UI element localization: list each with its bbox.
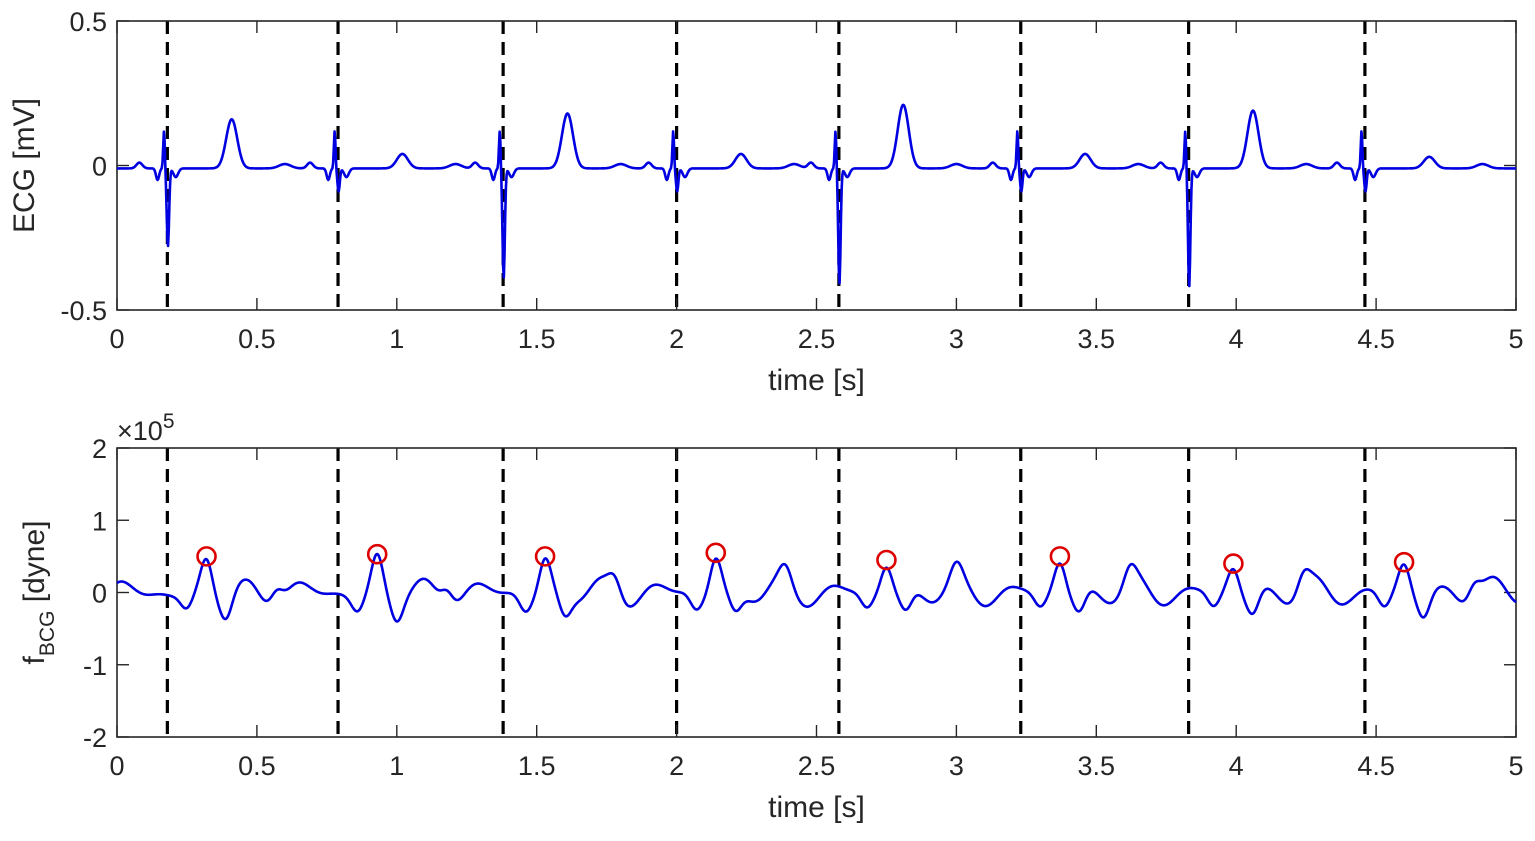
x-tick-label: 2 — [669, 324, 684, 354]
x-tick-label: 4 — [1229, 751, 1244, 781]
y-tick-label: -1 — [83, 651, 107, 681]
x-tick-label: 3.5 — [1078, 324, 1116, 354]
y-label-sub: BCG — [36, 611, 59, 657]
x-tick-label: 0.5 — [238, 751, 276, 781]
j-peak-marker — [876, 549, 897, 571]
x-tick-label: 1.5 — [518, 324, 556, 354]
x-tick-label: 0 — [109, 324, 124, 354]
x-tick-label: 4.5 — [1357, 751, 1395, 781]
j-peak-marker — [534, 546, 556, 567]
x-tick-label: 5 — [1508, 324, 1523, 354]
j-peak-marker — [1393, 551, 1415, 573]
y-label-unit: [dyne] — [18, 521, 51, 611]
j-peak-marker — [1223, 553, 1244, 574]
x-tick-label: 0.5 — [238, 324, 276, 354]
x-tick-label: 1 — [389, 324, 404, 354]
y-axis-label: fBCG [dyne] — [18, 521, 59, 665]
x-tick-label: 3 — [949, 751, 964, 781]
y-tick-label: -0.5 — [60, 296, 107, 326]
x-tick-label: 2.5 — [798, 751, 836, 781]
x-tick-label: 2.5 — [798, 324, 836, 354]
y-exponent-power: 5 — [163, 410, 175, 433]
axes-frame — [116, 20, 1517, 311]
y-tick-label: -2 — [83, 723, 107, 753]
ecg-series-line — [116, 103, 1517, 288]
x-tick-label: 0 — [109, 751, 124, 781]
y-tick-label: 1 — [92, 506, 107, 536]
j-peak-marker — [1049, 546, 1071, 567]
x-tick-label: 4 — [1229, 324, 1244, 354]
y-exponent-base: ×10 — [117, 416, 163, 446]
x-tick-label: 4.5 — [1357, 324, 1395, 354]
y-label-main: f — [18, 655, 51, 664]
x-axis-label: time [s] — [768, 791, 865, 824]
y-exponent-label: ×105 — [117, 410, 175, 446]
y-tick-label: 0 — [92, 152, 107, 182]
j-peak-marker — [196, 546, 217, 567]
y-tick-label: 0.5 — [69, 7, 107, 37]
x-axis-label: time [s] — [768, 364, 865, 397]
bcg-series-line — [116, 552, 1517, 623]
y-tick-label: 0 — [92, 579, 107, 609]
y-axis-label: ECG [mV] — [8, 98, 41, 233]
x-tick-label: 3 — [949, 324, 964, 354]
j-peak-marker — [366, 543, 388, 565]
x-tick-label: 5 — [1508, 751, 1523, 781]
x-tick-label: 1.5 — [518, 751, 556, 781]
x-tick-label: 1 — [389, 751, 404, 781]
y-tick-label: 2 — [92, 434, 107, 464]
j-peak-marker — [705, 542, 727, 564]
x-tick-label: 2 — [669, 751, 684, 781]
x-tick-label: 3.5 — [1078, 751, 1116, 781]
